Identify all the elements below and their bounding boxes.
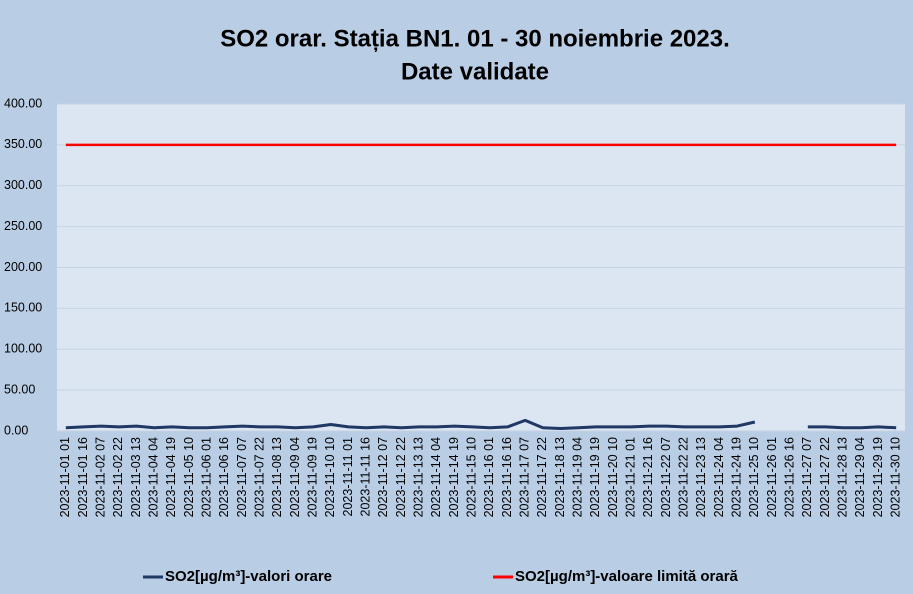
x-tick-label: 2023-11-20 10: [606, 437, 620, 517]
x-tick-label: 2023-11-06 01: [199, 437, 213, 517]
x-tick-label: 2023-11-11 01: [341, 437, 355, 517]
legend-label: SO2[µg/m³]-valori orare: [165, 568, 332, 585]
x-tick-label: 2023-11-09 04: [288, 437, 302, 517]
x-tick-label: 2023-11-29 19: [871, 437, 885, 517]
x-tick-label: 2023-11-15 10: [464, 437, 478, 517]
x-tick-label: 2023-11-13 13: [411, 437, 425, 517]
x-tick-label: 2023-11-26 16: [782, 437, 796, 517]
x-tick-label: 2023-11-06 16: [217, 437, 231, 517]
x-tick-label: 2023-11-04 19: [164, 437, 178, 517]
x-tick-label: 2023-11-22 22: [676, 437, 690, 517]
y-tick-label: 50.00: [4, 382, 35, 396]
x-tick-label: 2023-11-14 04: [429, 437, 443, 517]
x-tick-label: 2023-11-03 13: [129, 437, 143, 517]
x-tick-label: 2023-11-14 19: [447, 437, 461, 517]
y-tick-label: 200.00: [4, 260, 42, 274]
legend-label: SO2[µg/m³]-valoare limită orară: [515, 568, 739, 585]
y-tick-label: 100.00: [4, 342, 42, 356]
x-tick-label: 2023-11-07 22: [252, 437, 266, 517]
y-tick-label: 0.00: [4, 423, 28, 437]
x-tick-label: 2023-11-07 07: [235, 437, 249, 517]
x-tick-label: 2023-11-24 04: [712, 437, 726, 517]
x-tick-label: 2023-11-11 16: [358, 437, 372, 517]
x-tick-label: 2023-11-27 07: [800, 437, 814, 517]
x-tick-label: 2023-11-19 04: [570, 437, 584, 517]
x-tick-label: 2023-11-21 01: [623, 437, 637, 517]
x-tick-label: 2023-11-22 07: [659, 437, 673, 517]
series-line: [65, 418, 897, 431]
x-tick-label: 2023-11-01 16: [76, 437, 90, 517]
y-tick-label: 400.00: [4, 96, 42, 110]
x-tick-label: 2023-11-12 22: [394, 437, 408, 517]
x-tick-label: 2023-11-23 13: [694, 437, 708, 517]
x-tick-label: 2023-11-28 13: [835, 437, 849, 517]
x-tick-label: 2023-11-10 10: [323, 437, 337, 517]
x-tick-label: 2023-11-08 13: [270, 437, 284, 517]
x-tick-label: 2023-11-18 13: [553, 437, 567, 517]
x-tick-label: 2023-11-17 22: [535, 437, 549, 517]
x-tick-label: 2023-11-17 07: [517, 437, 531, 517]
chart-subtitle: Date validate: [401, 58, 549, 85]
x-tick-label: 2023-11-02 22: [111, 437, 125, 517]
x-tick-label: 2023-11-26 01: [765, 437, 779, 517]
y-tick-label: 350.00: [4, 137, 42, 151]
x-tick-label: 2023-11-05 10: [182, 437, 196, 517]
x-tick-label: 2023-11-16 16: [500, 437, 514, 517]
x-tick-label: 2023-11-01 01: [58, 437, 72, 517]
x-tick-label: 2023-11-27 22: [818, 437, 832, 517]
x-tick-label: 2023-11-24 19: [729, 437, 743, 517]
x-tick-label: 2023-11-21 16: [641, 437, 655, 517]
y-tick-label: 150.00: [4, 301, 42, 315]
x-tick-label: 2023-11-04 04: [146, 437, 160, 517]
x-tick-label: 2023-11-12 07: [376, 437, 390, 517]
x-tick-label: 2023-11-09 19: [305, 437, 319, 517]
y-tick-label: 250.00: [4, 219, 42, 233]
x-tick-label: 2023-11-02 07: [93, 437, 107, 517]
x-tick-label: 2023-11-30 10: [888, 437, 902, 517]
x-tick-label: 2023-11-29 04: [853, 437, 867, 517]
y-tick-label: 300.00: [4, 178, 42, 192]
x-tick-label: 2023-11-19 19: [588, 437, 602, 517]
chart-title: SO2 orar. Stația BN1. 01 - 30 noiembrie …: [220, 25, 730, 52]
x-tick-label: 2023-11-16 01: [482, 437, 496, 517]
x-tick-label: 2023-11-25 10: [747, 437, 761, 517]
